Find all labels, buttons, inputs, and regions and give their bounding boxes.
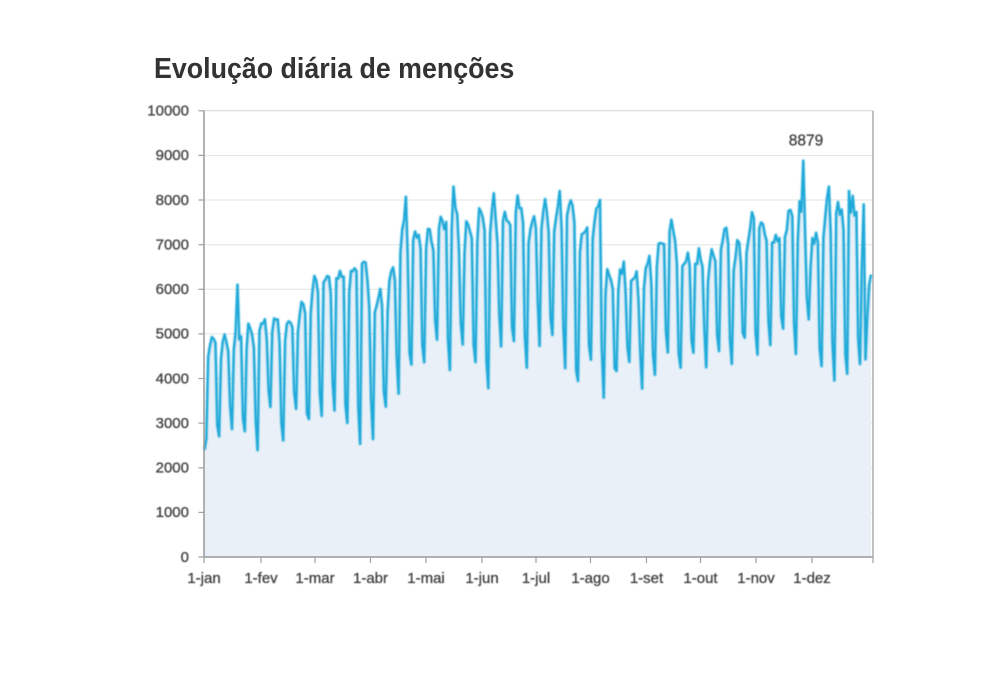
svg-text:1-mai: 1-mai	[407, 570, 445, 587]
svg-text:0: 0	[181, 549, 189, 566]
svg-text:1-set: 1-set	[630, 570, 664, 587]
svg-text:1-ago: 1-ago	[571, 570, 609, 587]
svg-text:7000: 7000	[156, 237, 189, 254]
svg-text:1-abr: 1-abr	[353, 570, 388, 587]
svg-text:1-nov: 1-nov	[737, 570, 775, 587]
svg-text:5000: 5000	[156, 326, 189, 343]
svg-text:1-jan: 1-jan	[187, 570, 220, 587]
svg-text:1-mar: 1-mar	[295, 570, 334, 587]
svg-text:10000: 10000	[147, 103, 189, 120]
svg-text:1-fev: 1-fev	[244, 570, 278, 587]
svg-text:8879: 8879	[789, 133, 823, 150]
svg-text:8000: 8000	[156, 192, 189, 209]
svg-text:1-jul: 1-jul	[522, 570, 550, 587]
svg-text:3000: 3000	[156, 415, 189, 432]
svg-text:4000: 4000	[156, 370, 189, 387]
svg-text:1-dez: 1-dez	[793, 570, 831, 587]
svg-text:1-jun: 1-jun	[465, 570, 498, 587]
svg-text:2000: 2000	[156, 460, 189, 477]
svg-text:1-out: 1-out	[683, 570, 718, 587]
svg-text:9000: 9000	[156, 147, 189, 164]
svg-text:1000: 1000	[156, 504, 189, 521]
svg-text:6000: 6000	[156, 281, 189, 298]
